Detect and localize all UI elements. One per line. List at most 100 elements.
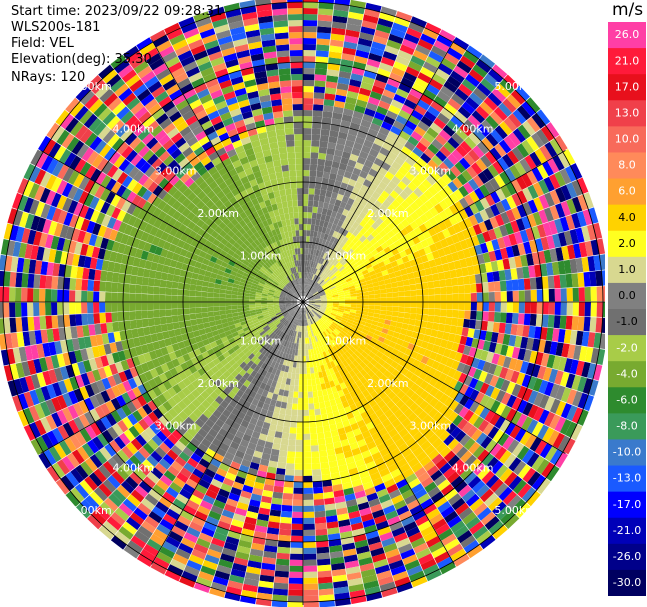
velocity-gate [35, 387, 46, 404]
velocity-gate [171, 460, 184, 472]
velocity-gate [159, 302, 166, 310]
velocity-gate [138, 418, 150, 431]
velocity-gate [325, 247, 331, 254]
velocity-gate [74, 241, 83, 255]
velocity-gate [368, 351, 376, 359]
velocity-gate [36, 217, 46, 233]
velocity-gate [255, 380, 263, 388]
velocity-gate [521, 101, 536, 117]
velocity-gate [303, 32, 317, 39]
velocity-gate [436, 34, 453, 48]
velocity-gate [314, 182, 322, 190]
velocity-gate [534, 326, 542, 339]
velocity-gate [97, 344, 106, 357]
velocity-gate [398, 82, 412, 94]
velocity-gate [561, 245, 570, 261]
velocity-gate [172, 404, 183, 415]
velocity-gate [409, 284, 417, 291]
velocity-gate [221, 322, 229, 328]
velocity-gate [219, 297, 226, 302]
velocity-gate [383, 217, 392, 226]
velocity-gate [69, 376, 79, 391]
velocity-gate [363, 70, 377, 80]
velocity-gate [258, 282, 265, 287]
velocity-gate [255, 299, 262, 302]
velocity-gate [204, 270, 212, 278]
velocity-gate [399, 463, 411, 474]
velocity-gate [555, 247, 564, 262]
velocity-gate [378, 493, 391, 504]
velocity-gate [338, 187, 346, 196]
velocity-gate [362, 308, 369, 313]
velocity-gate [393, 532, 408, 543]
velocity-gate [115, 252, 124, 264]
velocity-gate [304, 284, 307, 291]
velocity-gate [517, 348, 526, 361]
velocity-gate [150, 450, 163, 463]
velocity-gate [333, 244, 339, 252]
velocity-gate [341, 53, 355, 62]
velocity-gate [274, 308, 281, 312]
velocity-gate [261, 332, 268, 339]
velocity-gate [225, 536, 240, 546]
velocity-gate [23, 424, 36, 441]
velocity-gate [324, 260, 330, 267]
velocity-gate [166, 322, 174, 331]
velocity-gate [249, 461, 260, 471]
velocity-gate [385, 357, 394, 366]
velocity-gate [563, 438, 576, 455]
velocity-gate [293, 385, 299, 392]
velocity-gate [57, 425, 70, 440]
velocity-gate [490, 478, 504, 493]
velocity-gate [386, 306, 393, 312]
velocity-gate [335, 364, 342, 372]
velocity-gate [70, 487, 85, 503]
velocity-gate [362, 481, 374, 491]
velocity-gate [413, 542, 429, 554]
velocity-gate [83, 179, 95, 193]
velocity-gate [146, 360, 155, 371]
velocity-gate [595, 270, 603, 286]
velocity-gate [385, 457, 396, 468]
velocity-gate [450, 426, 462, 439]
velocity-gate [221, 509, 235, 519]
velocity-gate [183, 302, 190, 309]
velocity-gate [374, 186, 384, 195]
velocity-gate [400, 328, 408, 336]
velocity-gate [320, 183, 328, 191]
velocity-gate [335, 143, 345, 152]
velocity-gate [213, 302, 220, 307]
velocity-gate [138, 258, 147, 269]
velocity-gate [541, 314, 549, 328]
velocity-gate [372, 241, 381, 249]
velocity-gate [289, 427, 297, 434]
velocity-gate [432, 181, 443, 193]
velocity-gate [372, 509, 385, 519]
velocity-gate [423, 110, 437, 123]
velocity-gate [169, 481, 183, 494]
velocity-gate [7, 208, 18, 225]
velocity-gate [291, 299, 298, 302]
velocity-gate [275, 381, 282, 389]
velocity-gate [116, 407, 127, 420]
velocity-gate [423, 564, 440, 576]
velocity-gate [84, 411, 96, 425]
velocity-gate [183, 504, 197, 516]
velocity-gate [461, 327, 469, 337]
velocity-gate [584, 302, 591, 317]
velocity-gate [334, 199, 342, 207]
velocity-gate [356, 307, 363, 312]
velocity-gate [255, 308, 262, 312]
velocity-gate [159, 287, 166, 295]
velocity-gate [199, 500, 213, 511]
velocity-gate [223, 362, 232, 371]
velocity-gate [187, 457, 199, 469]
velocity-gate [227, 446, 238, 456]
velocity-gate [416, 157, 428, 168]
velocity-gate [434, 166, 446, 178]
velocity-gate [281, 352, 287, 360]
velocity-gate [361, 328, 369, 335]
velocity-gate [474, 212, 484, 224]
velocity-gate [417, 120, 430, 132]
velocity-gate [315, 314, 320, 320]
